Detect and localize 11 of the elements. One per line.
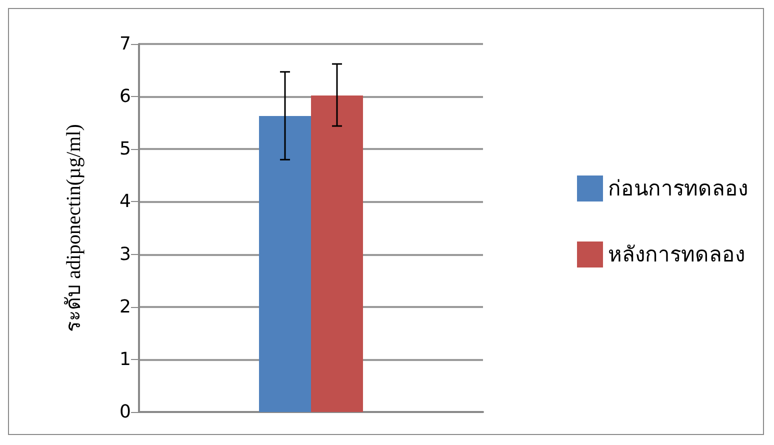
legend-label: ก่อนการทดลอง [608,176,748,200]
y-tick-label: 5 [120,138,131,160]
y-tick-label: 1 [120,348,131,370]
y-tick-label: 6 [120,86,131,108]
y-tick-label: 0 [120,402,131,422]
legend-label: หลังการทดลอง [608,242,745,266]
y-tick-label: 7 [120,34,131,54]
y-tick-label: 4 [120,191,131,212]
y-tick-label: 2 [120,296,131,318]
y-axis-title: ระดับ adiponectin(µg/ml) [63,124,85,332]
y-tick-label: 3 [120,244,131,265]
